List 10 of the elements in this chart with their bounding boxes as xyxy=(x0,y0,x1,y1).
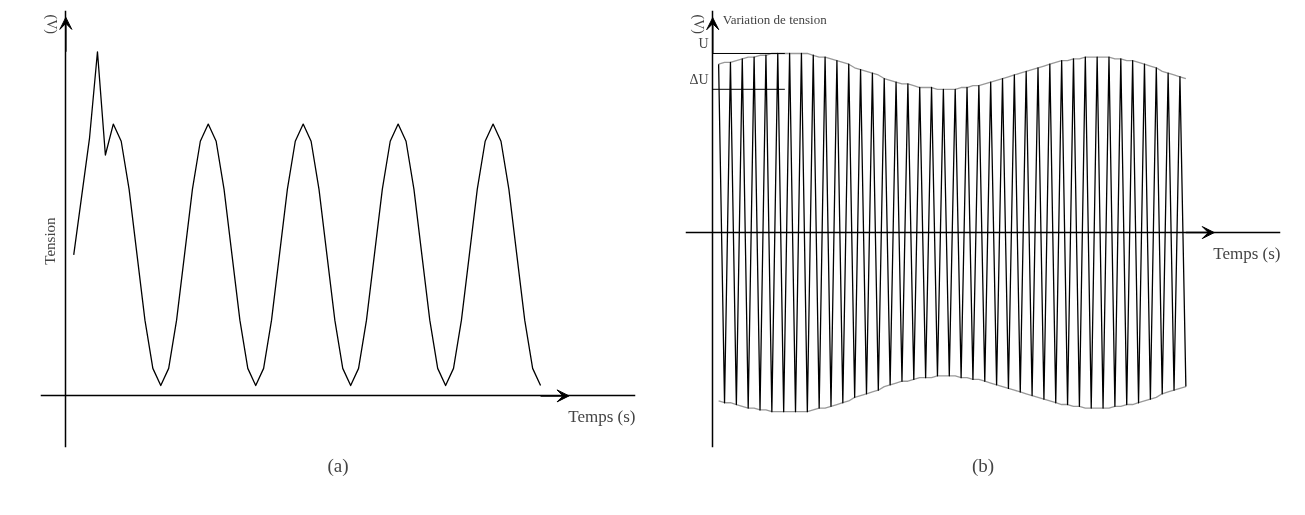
text: (V) xyxy=(42,14,59,35)
text: (b) xyxy=(971,454,995,477)
x-axis-title: Temps (s) xyxy=(1213,243,1281,263)
y-axis-title: Tension xyxy=(41,216,58,265)
ref-line-label: ΔU xyxy=(689,72,709,88)
chart-title: Variation de tension xyxy=(722,11,828,27)
text: (a) xyxy=(327,454,349,477)
ref-line-label: U xyxy=(698,36,709,52)
x-axis-title: Temps (s) xyxy=(568,406,636,426)
text: (V) xyxy=(689,14,706,35)
